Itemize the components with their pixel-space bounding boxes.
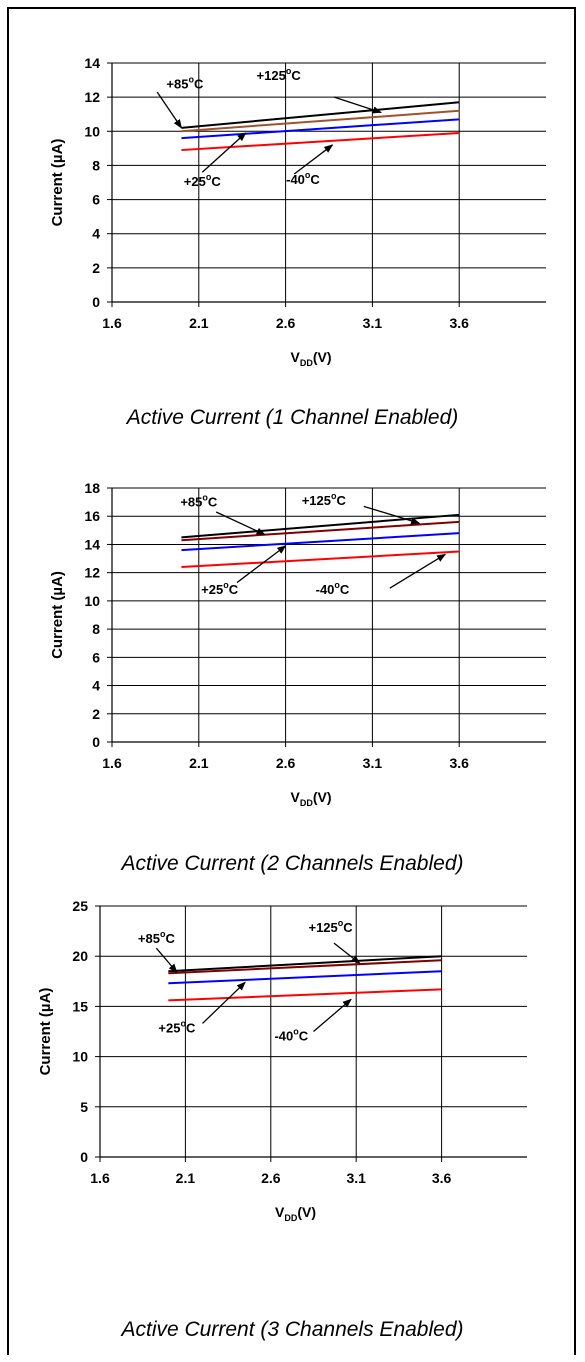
series-line (181, 515, 459, 538)
chart-3-caption: Active Current (3 Channels Enabled) (0, 1318, 585, 1342)
series-annotation-label: +25oC (158, 1019, 196, 1036)
series-annotation-label: +85oC (166, 75, 204, 92)
y-tick-label: 20 (72, 948, 88, 964)
x-tick-label: 2.1 (189, 315, 209, 331)
series-line (181, 533, 459, 550)
x-tick-label: 3.6 (432, 1170, 452, 1186)
y-tick-label: 16 (84, 508, 100, 524)
y-tick-label: 8 (92, 621, 100, 637)
y-tick-label: 2 (92, 260, 100, 276)
series-line (181, 552, 459, 568)
y-tick-label: 10 (84, 593, 100, 609)
x-axis-label: VDD(V) (290, 349, 331, 368)
y-tick-label: 10 (84, 123, 100, 139)
x-tick-label: 1.6 (102, 315, 122, 331)
annotation-arrow (156, 948, 176, 972)
chart-2-caption: Active Current (2 Channels Enabled) (0, 852, 585, 876)
y-tick-label: 2 (92, 706, 100, 722)
series-annotation-label: -40oC (316, 580, 350, 597)
y-tick-label: 25 (72, 898, 88, 914)
annotation-arrow (216, 512, 265, 535)
annotation-arrow (202, 982, 245, 1023)
y-tick-label: 5 (80, 1099, 88, 1115)
y-tick-label: 15 (72, 998, 88, 1014)
y-tick-label: 0 (92, 294, 100, 310)
series-annotation-label: -40oC (274, 1027, 308, 1044)
series-annotation-label: -40oC (286, 170, 320, 187)
x-axis-label: VDD(V) (275, 1204, 316, 1223)
x-tick-label: 2.1 (176, 1170, 196, 1186)
chart-1-caption: Active Current (1 Channel Enabled) (0, 406, 585, 430)
series-line (168, 956, 441, 971)
series-line (168, 989, 441, 1000)
annotation-arrow (334, 97, 381, 112)
chart-3: 0 5 10 15 20 25 1.6 2.1 2.6 3.1 3.6 +85oC +125oC +25o… (37, 898, 527, 1223)
y-tick-label: 6 (92, 192, 100, 208)
y-axis-label: Current (µA) (49, 139, 66, 227)
series-line (168, 971, 441, 983)
y-tick-label: 14 (84, 536, 100, 552)
x-tick-label: 3.1 (346, 1170, 366, 1186)
y-tick-label: 14 (84, 55, 100, 71)
x-tick-label: 2.6 (276, 755, 296, 771)
y-tick-label: 6 (92, 649, 100, 665)
series-line (168, 960, 441, 973)
series-annotation-label: +125oC (257, 66, 302, 83)
y-axis-label: Current (µA) (37, 988, 54, 1076)
y-tick-label: 10 (72, 1049, 88, 1065)
x-tick-label: 1.6 (90, 1170, 110, 1186)
y-tick-label: 4 (92, 226, 100, 242)
y-tick-label: 18 (84, 480, 100, 496)
series-annotation-label: +125oC (308, 918, 353, 935)
x-tick-label: 1.6 (102, 755, 122, 771)
x-tick-label: 2.6 (261, 1170, 281, 1186)
annotation-arrow (390, 554, 446, 588)
y-tick-label: 0 (92, 734, 100, 750)
annotation-arrow (314, 999, 352, 1031)
chart-1: 0 2 4 6 8 10 12 14 1.6 2.1 2.6 3.1 3.6 +85oC +125oC +25… (49, 55, 546, 368)
x-tick-label: 3.6 (449, 755, 469, 771)
y-tick-label: 0 (80, 1149, 88, 1165)
y-tick-label: 12 (84, 565, 100, 581)
annotation-arrow (202, 133, 245, 172)
series-line (181, 102, 459, 128)
series-annotation-label: +85oC (180, 492, 218, 509)
series-annotation-label: +85oC (138, 929, 176, 946)
chart-2: 0 2 4 6 8 10 12 14 16 18 1.6 2.1 2.6 3.1 3.6 +85oC +125o… (49, 480, 546, 808)
x-tick-label: 2.1 (189, 755, 209, 771)
y-tick-label: 8 (92, 157, 100, 173)
x-axis-label: VDD(V) (290, 789, 331, 808)
x-tick-label: 3.1 (363, 315, 383, 331)
y-axis-label: Current (µA) (49, 571, 66, 659)
y-tick-label: 4 (92, 678, 100, 694)
series-line (181, 522, 459, 540)
y-tick-label: 12 (84, 89, 100, 105)
series-annotation-label: +125oC (302, 491, 347, 508)
annotation-arrow (294, 145, 332, 174)
series-annotation-label: +25oC (201, 580, 239, 597)
x-tick-label: 3.1 (363, 755, 383, 771)
series-annotation-label: +25oC (184, 172, 222, 189)
x-tick-label: 3.6 (449, 315, 469, 331)
x-tick-label: 2.6 (276, 315, 296, 331)
